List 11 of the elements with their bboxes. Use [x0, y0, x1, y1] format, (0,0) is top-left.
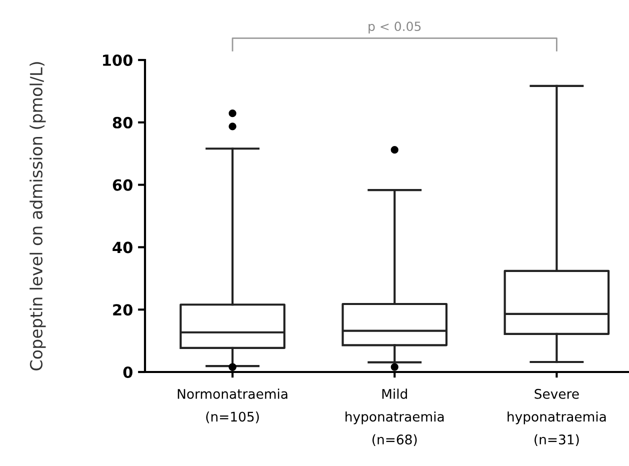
x-tick-label: Normonatraemia (n=105): [178, 388, 288, 424]
y-tick-label: 100: [103, 54, 132, 66]
y-tick-label: 0: [123, 366, 132, 378]
y-tick-label: 40: [112, 242, 132, 254]
y-tick-label: 60: [112, 179, 132, 191]
text: p < 0.05: [368, 22, 421, 34]
x-tick-label: Severe hyponatraemia (n=31): [508, 388, 606, 446]
y-axis-title: Copeptin level on admission (pmol/L): [30, 62, 46, 370]
y-tick-label: 80: [112, 116, 132, 128]
y-tick-label: 20: [113, 304, 132, 316]
x-tick-label: Mild hyponatraemia (n=68): [346, 388, 444, 446]
